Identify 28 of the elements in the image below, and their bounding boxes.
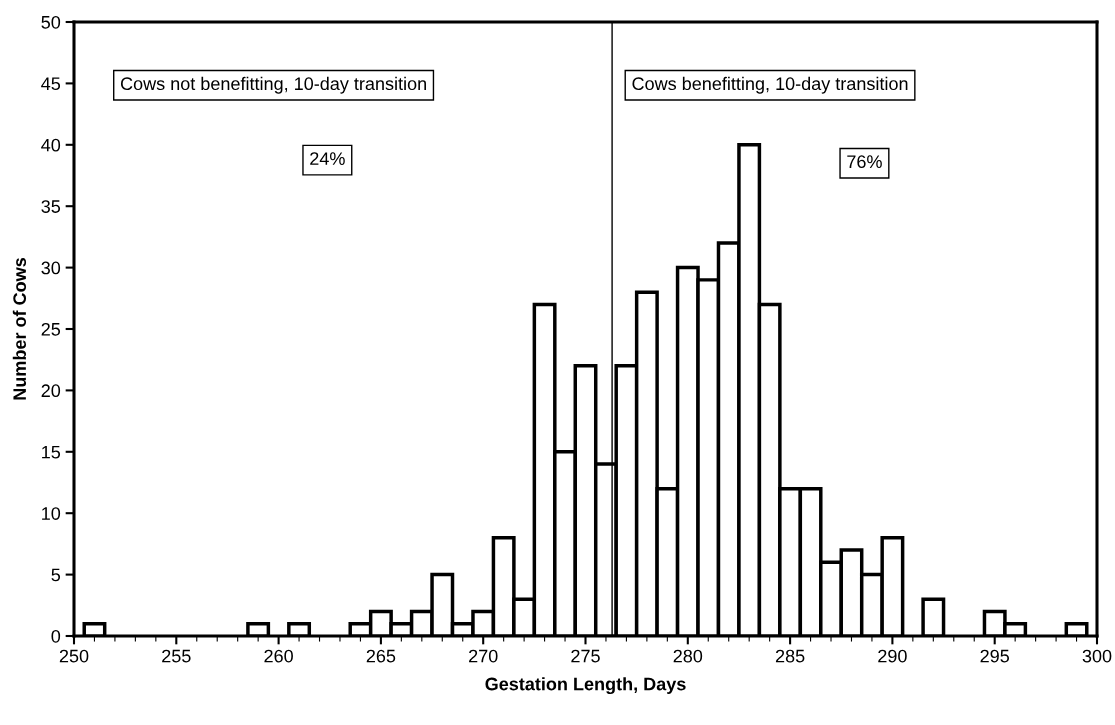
x-tick-label: 300 — [1082, 649, 1112, 663]
y-tick-label: 45 — [41, 77, 61, 91]
annotation: 24% — [310, 152, 345, 165]
y-tick-label: 35 — [41, 200, 61, 213]
x-tick-label: 285 — [775, 649, 805, 663]
annotation: Cows benefitting, 10-day transition — [632, 76, 908, 94]
x-tick-label: 265 — [366, 649, 396, 663]
y-tick-label: 50 — [41, 15, 61, 29]
x-tick-label: 255 — [162, 649, 191, 663]
y-axis-title: Number of Cows — [12, 258, 27, 400]
x-tick-label: 280 — [673, 649, 703, 663]
x-tick-label: 270 — [469, 649, 498, 663]
x-tick-label: 275 — [571, 649, 600, 663]
x-tick-label: 290 — [878, 649, 907, 663]
y-tick-label: 5 — [51, 568, 61, 582]
x-tick-label: 250 — [59, 649, 89, 663]
x-tick-label: 260 — [264, 649, 293, 663]
annotation: 76% — [847, 155, 882, 169]
y-tick-label: 15 — [42, 445, 61, 459]
y-tick-label: 0 — [51, 629, 61, 643]
y-tick-label: 20 — [41, 384, 61, 398]
x-tick-label: 295 — [980, 649, 1010, 663]
annotation: Cows not benefitting, 10-day transition — [120, 76, 426, 94]
y-tick-label: 10 — [42, 507, 61, 520]
x-axis-title: Gestation Length, Days — [485, 677, 686, 695]
y-tick-label: 30 — [41, 261, 61, 275]
y-tick-label: 25 — [41, 322, 61, 336]
y-tick-label: 40 — [41, 138, 61, 152]
